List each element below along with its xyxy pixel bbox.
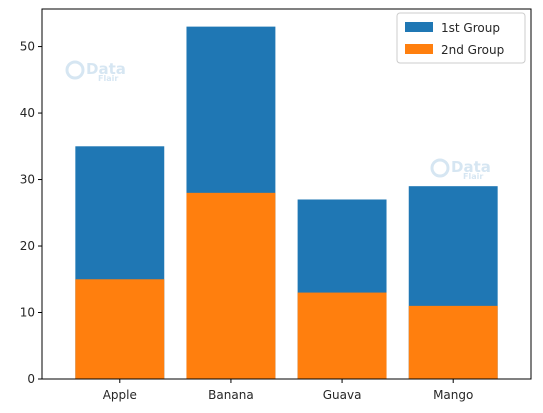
legend: 1st Group 2nd Group <box>396 12 526 64</box>
watermark-sub: Flair <box>463 172 483 181</box>
watermark-icon <box>430 158 450 178</box>
watermark-icon <box>65 60 85 80</box>
bar-second-group-mango <box>408 305 498 379</box>
x-tick-label: Apple <box>103 388 137 402</box>
bar-second-group-guava <box>297 292 387 379</box>
legend-swatch <box>405 44 433 54</box>
watermark-sub: Flair <box>98 74 118 83</box>
legend-swatch <box>405 22 433 32</box>
x-tick-label: Guava <box>323 388 362 402</box>
watermark-brand: Data <box>86 60 126 78</box>
axes-layer: 0 10 20 30 40 50 Apple Banana Guava Mango <box>20 8 532 402</box>
y-tick-label: 10 <box>20 306 35 320</box>
legend-label: 1st Group <box>441 21 500 35</box>
legend-label: 2nd Group <box>441 43 504 57</box>
bar-second-group-banana <box>186 192 276 379</box>
plot-frame <box>41 8 532 380</box>
y-tick-label: 30 <box>20 173 35 187</box>
y-tick-label: 0 <box>27 372 35 386</box>
bars-layer <box>75 26 498 379</box>
bar-second-group-apple <box>75 279 165 379</box>
y-tick-label: 20 <box>20 239 35 253</box>
x-tick-label: Mango <box>433 388 473 402</box>
y-tick-label: 40 <box>20 106 35 120</box>
x-tick-label: Banana <box>208 388 254 402</box>
y-tick-label: 50 <box>20 40 35 54</box>
watermark-brand: Data <box>451 158 491 176</box>
